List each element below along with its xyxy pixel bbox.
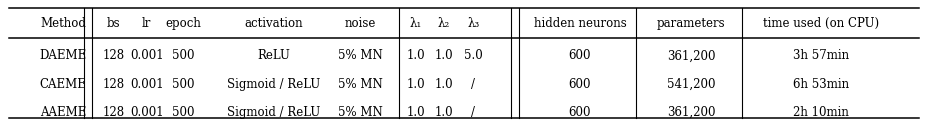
Text: 1.0: 1.0 xyxy=(406,106,425,119)
Text: 1.0: 1.0 xyxy=(434,78,452,91)
Text: parameters: parameters xyxy=(656,17,725,30)
Text: 128: 128 xyxy=(102,78,124,91)
Text: 500: 500 xyxy=(172,49,195,62)
Text: λ₁: λ₁ xyxy=(409,17,422,30)
Text: 0.001: 0.001 xyxy=(130,49,163,62)
Text: 128: 128 xyxy=(102,106,124,119)
Text: 0.001: 0.001 xyxy=(130,78,163,91)
Text: 5% MN: 5% MN xyxy=(337,49,382,62)
Text: /: / xyxy=(471,78,475,91)
Text: activation: activation xyxy=(244,17,303,30)
Text: 3h 57min: 3h 57min xyxy=(793,49,848,62)
Text: time used (on CPU): time used (on CPU) xyxy=(762,17,879,30)
Text: DAEME: DAEME xyxy=(40,49,86,62)
Text: Sigmoid / ReLU: Sigmoid / ReLU xyxy=(227,78,320,91)
Text: 5.0: 5.0 xyxy=(464,49,482,62)
Text: 1.0: 1.0 xyxy=(434,106,452,119)
Text: Sigmoid / ReLU: Sigmoid / ReLU xyxy=(227,106,320,119)
Text: CAEME: CAEME xyxy=(40,78,86,91)
Text: noise: noise xyxy=(344,17,375,30)
Text: 2h 10min: 2h 10min xyxy=(793,106,848,119)
Text: 1.0: 1.0 xyxy=(406,49,425,62)
Text: 541,200: 541,200 xyxy=(667,78,715,91)
Text: bs: bs xyxy=(107,17,120,30)
Text: 600: 600 xyxy=(568,49,590,62)
Text: 361,200: 361,200 xyxy=(667,49,715,62)
Text: 6h 53min: 6h 53min xyxy=(793,78,848,91)
Text: 1.0: 1.0 xyxy=(434,49,452,62)
Text: lr: lr xyxy=(142,17,151,30)
Text: Method: Method xyxy=(40,17,86,30)
Text: 128: 128 xyxy=(102,49,124,62)
Text: epoch: epoch xyxy=(166,17,201,30)
Text: λ₂: λ₂ xyxy=(437,17,450,30)
Text: 600: 600 xyxy=(568,106,590,119)
Text: 5% MN: 5% MN xyxy=(337,78,382,91)
Text: AAEME: AAEME xyxy=(40,106,86,119)
Text: 500: 500 xyxy=(172,78,195,91)
Text: λ₃: λ₃ xyxy=(466,17,479,30)
Text: ReLU: ReLU xyxy=(257,49,290,62)
Text: 500: 500 xyxy=(172,106,195,119)
Text: 0.001: 0.001 xyxy=(130,106,163,119)
Text: /: / xyxy=(471,106,475,119)
Text: hidden neurons: hidden neurons xyxy=(533,17,626,30)
Text: 5% MN: 5% MN xyxy=(337,106,382,119)
Text: 600: 600 xyxy=(568,78,590,91)
Text: 361,200: 361,200 xyxy=(667,106,715,119)
Text: 1.0: 1.0 xyxy=(406,78,425,91)
